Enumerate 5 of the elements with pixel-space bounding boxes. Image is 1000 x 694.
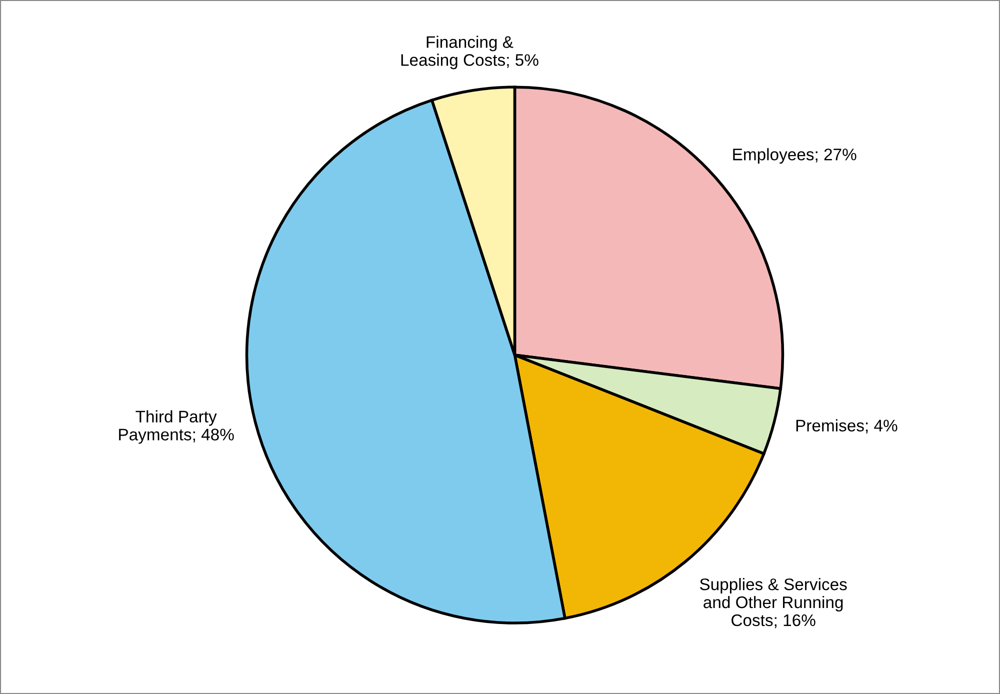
slice-label: Employees; 27% <box>733 148 856 164</box>
slice-label: Third Party Payments; 48% <box>119 410 234 444</box>
slice-label: Supplies & Services and Other Running Costs; 16% <box>700 578 847 628</box>
slice-label: Premises; 4% <box>796 419 898 434</box>
slice-label: Financing & Leasing Costs; 5% <box>401 36 538 70</box>
